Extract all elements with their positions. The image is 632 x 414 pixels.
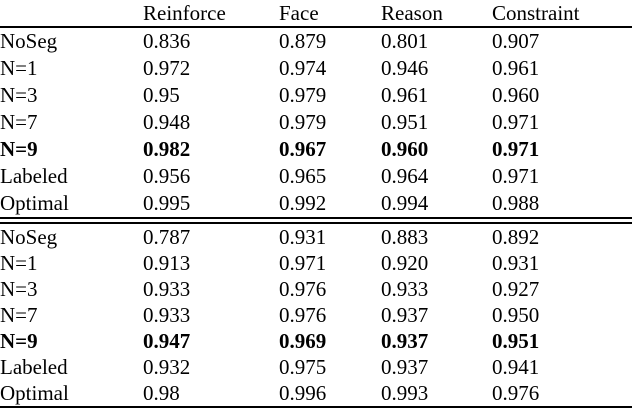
value-cell: 0.971: [492, 164, 540, 188]
table-row: N=9 0.982 0.967 0.960 0.971: [0, 136, 632, 163]
table-row: Labeled 0.932 0.975 0.937 0.941: [0, 354, 632, 380]
value-cell: 0.961: [381, 83, 429, 107]
value-cell: 0.961: [492, 56, 540, 80]
value-cell: 0.907: [492, 29, 540, 53]
header-cell-constraint: Constraint: [492, 1, 580, 25]
row-label: N=7: [0, 303, 38, 327]
value-cell: 0.993: [381, 381, 429, 405]
value-cell: 0.964: [381, 164, 429, 188]
value-cell: 0.956: [143, 164, 191, 188]
value-cell: 0.946: [381, 56, 429, 80]
value-cell: 0.975: [279, 355, 327, 379]
value-cell: 0.947: [143, 329, 191, 353]
table-row: N=3 0.933 0.976 0.933 0.927: [0, 276, 632, 302]
value-cell: 0.988: [492, 191, 540, 215]
value-cell: 0.996: [279, 381, 327, 405]
separator-row: [0, 217, 632, 224]
row-label: Optimal: [0, 381, 69, 405]
value-cell: 0.971: [492, 110, 540, 134]
value-cell: 0.937: [381, 329, 429, 353]
value-cell: 0.950: [492, 303, 540, 327]
value-cell: 0.937: [381, 355, 429, 379]
section-1: NoSeg 0.836 0.879 0.801 0.907 N=1 0.972 0.974 0.…: [0, 27, 632, 217]
table-row: Optimal 0.98 0.996 0.993 0.976: [0, 380, 632, 407]
table-row: Optimal 0.995 0.992 0.994 0.988: [0, 190, 632, 217]
value-cell: 0.937: [381, 303, 429, 327]
value-cell: 0.951: [492, 329, 540, 353]
row-label: NoSeg: [0, 29, 58, 53]
table-row: N=3 0.95 0.979 0.961 0.960: [0, 82, 632, 109]
section-2: NoSeg 0.787 0.931 0.883 0.892 N=1 0.913 0.971 0.…: [0, 224, 632, 407]
row-label: N=9: [0, 329, 38, 353]
table-row: NoSeg 0.787 0.931 0.883 0.892: [0, 224, 632, 250]
value-cell: 0.941: [492, 355, 540, 379]
value-cell: 0.982: [143, 137, 191, 161]
double-rule: [0, 217, 632, 224]
row-label: NoSeg: [0, 225, 58, 249]
value-cell: 0.974: [279, 56, 327, 80]
value-cell: 0.976: [279, 303, 327, 327]
table-row: N=7 0.948 0.979 0.951 0.971: [0, 109, 632, 136]
value-cell: 0.960: [381, 137, 429, 161]
value-cell: 0.969: [279, 329, 327, 353]
table-row: N=1 0.972 0.974 0.946 0.961: [0, 55, 632, 82]
value-cell: 0.927: [492, 277, 540, 301]
row-label: Labeled: [0, 355, 68, 379]
header-cell-empty: [0, 0, 143, 27]
row-label: N=7: [0, 110, 38, 134]
header-cell-reason: Reason: [381, 1, 443, 25]
value-cell: 0.951: [381, 110, 429, 134]
value-cell: 0.967: [279, 137, 327, 161]
value-cell: 0.948: [143, 110, 191, 134]
table-row: N=7 0.933 0.976 0.937 0.950: [0, 302, 632, 328]
value-cell: 0.98: [143, 381, 180, 405]
value-cell: 0.994: [381, 191, 429, 215]
value-cell: 0.992: [279, 191, 327, 215]
value-cell: 0.933: [143, 277, 191, 301]
value-cell: 0.836: [143, 29, 191, 53]
value-cell: 0.892: [492, 225, 540, 249]
value-cell: 0.995: [143, 191, 191, 215]
value-cell: 0.971: [492, 137, 540, 161]
value-cell: 0.976: [492, 381, 540, 405]
table-row: Labeled 0.956 0.965 0.964 0.971: [0, 163, 632, 190]
header-row: Reinforce Face Reason Constraint: [0, 0, 632, 27]
value-cell: 0.965: [279, 164, 327, 188]
value-cell: 0.979: [279, 83, 327, 107]
value-cell: 0.95: [143, 83, 180, 107]
value-cell: 0.883: [381, 225, 429, 249]
table-row: N=1 0.913 0.971 0.920 0.931: [0, 250, 632, 276]
value-cell: 0.931: [492, 251, 540, 275]
value-cell: 0.933: [143, 303, 191, 327]
value-cell: 0.913: [143, 251, 191, 275]
value-cell: 0.787: [143, 225, 191, 249]
header-cell-reinforce: Reinforce: [143, 1, 226, 25]
row-label: N=3: [0, 277, 38, 301]
row-label: Labeled: [0, 164, 68, 188]
value-cell: 0.801: [381, 29, 429, 53]
row-label: N=1: [0, 56, 38, 80]
value-cell: 0.971: [279, 251, 327, 275]
value-cell: 0.976: [279, 277, 327, 301]
value-cell: 0.933: [381, 277, 429, 301]
row-label: N=3: [0, 83, 38, 107]
value-cell: 0.879: [279, 29, 327, 53]
section-separator: [0, 217, 632, 224]
header-cell-face: Face: [279, 1, 319, 25]
value-cell: 0.960: [492, 83, 540, 107]
value-cell: 0.979: [279, 110, 327, 134]
value-cell: 0.920: [381, 251, 429, 275]
row-label: N=1: [0, 251, 38, 275]
value-cell: 0.931: [279, 225, 327, 249]
value-cell: 0.932: [143, 355, 191, 379]
value-cell: 0.972: [143, 56, 191, 80]
table-row: N=9 0.947 0.969 0.937 0.951: [0, 328, 632, 354]
table-row: NoSeg 0.836 0.879 0.801 0.907: [0, 27, 632, 55]
row-label: N=9: [0, 137, 38, 161]
row-label: Optimal: [0, 191, 69, 215]
